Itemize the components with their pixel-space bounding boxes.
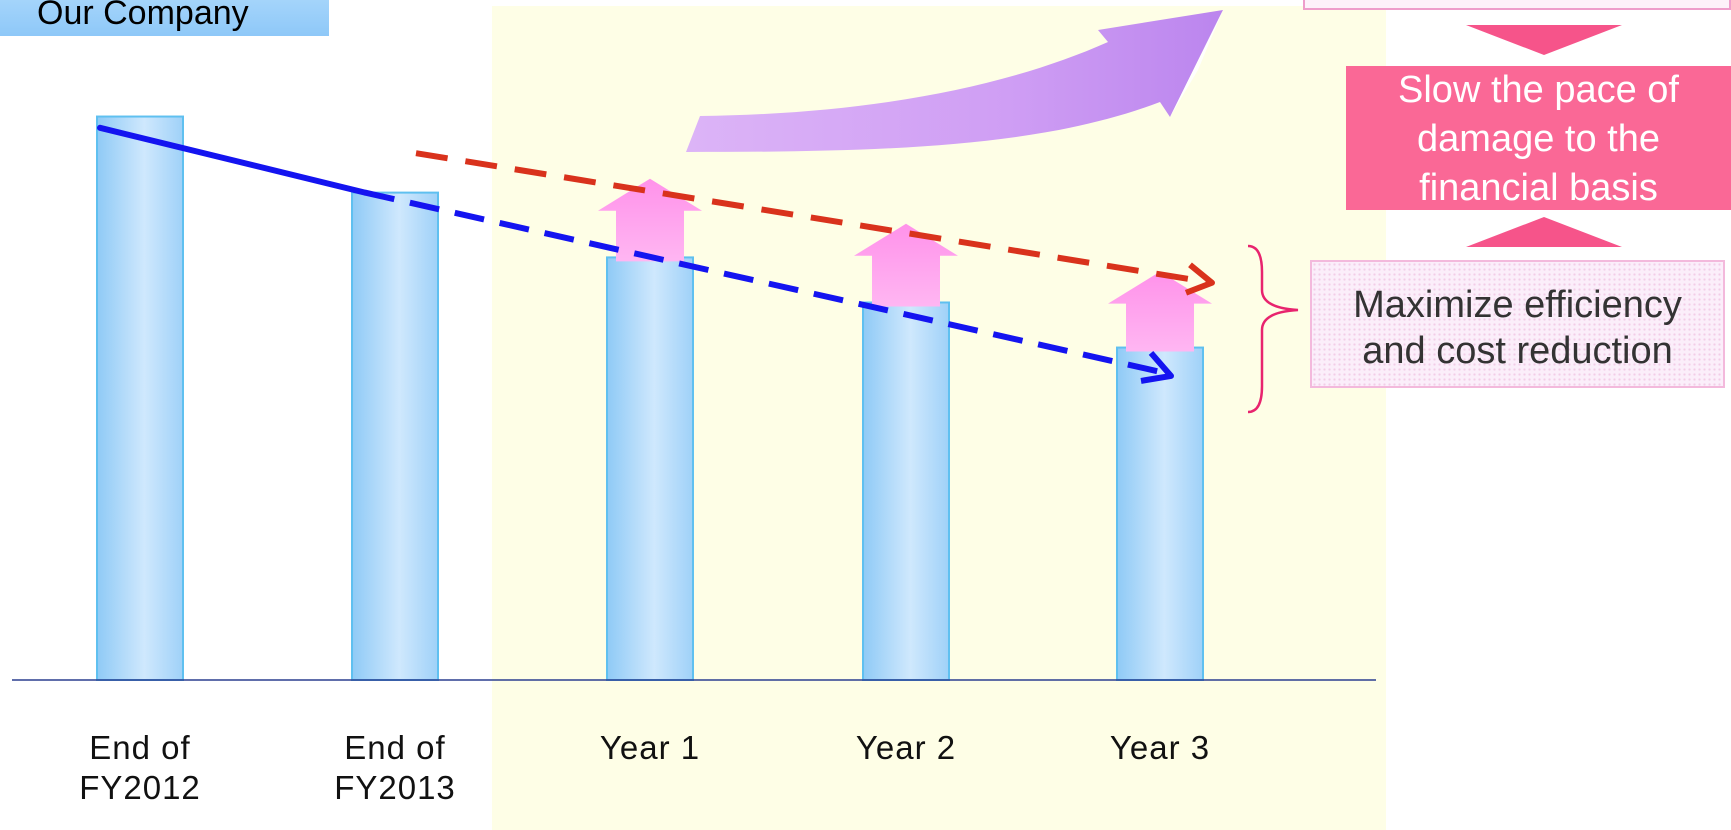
x-tick-label: Year 2 [806, 728, 1006, 768]
bar [1116, 346, 1204, 681]
target-arrowhead-icon [1184, 262, 1215, 296]
x-tick-label: Year 3 [1060, 728, 1260, 768]
bar [606, 256, 694, 681]
uplift-arrow-icon [598, 178, 702, 262]
slow-line-3: financial basis [1419, 167, 1658, 209]
bar [862, 301, 950, 681]
uplift-arrow-icon [1108, 271, 1212, 352]
down-triangle-icon [1466, 25, 1622, 55]
slow-line-1: Slow the pace of [1398, 69, 1679, 111]
x-tick-label: End of FY2013 [295, 728, 495, 808]
bar [351, 191, 439, 681]
company-label: Our Company [0, 0, 329, 36]
x-tick-label-line2: FY2012 [79, 769, 201, 806]
x-tick-label-line2: FY2013 [334, 769, 456, 806]
growth-arrow-icon [686, 10, 1223, 152]
target-trend-dashed [415, 150, 1213, 286]
max-line-1: Maximize efficiency [1353, 284, 1682, 326]
max-line-2: and cost reduction [1362, 330, 1673, 372]
x-tick-label-line1: Year 1 [599, 729, 701, 766]
uplift-arrow-icon [854, 223, 958, 307]
slow-damage-box: Slow the pace of damage to the financial… [1346, 66, 1731, 210]
baseline-trend-solid [97, 124, 368, 196]
efficiency-box: Maximize efficiency and cost reduction [1310, 260, 1725, 388]
baseline-trend-dashed [364, 189, 1166, 376]
x-tick-label-line1: Year 3 [1109, 729, 1211, 766]
brace-icon [1247, 244, 1299, 414]
x-tick-label-line1: Year 2 [855, 729, 957, 766]
slow-line-2: damage to the [1417, 118, 1660, 160]
x-tick-label: Year 1 [550, 728, 750, 768]
top-partial-box [1303, 0, 1731, 10]
up-triangle-icon [1466, 217, 1622, 247]
x-tick-label: End of FY2012 [40, 728, 240, 808]
bar [96, 115, 184, 682]
baseline-arrowhead-icon [1140, 350, 1174, 384]
x-tick-label-line1: End of [344, 729, 446, 766]
x-tick-label-line1: End of [89, 729, 191, 766]
